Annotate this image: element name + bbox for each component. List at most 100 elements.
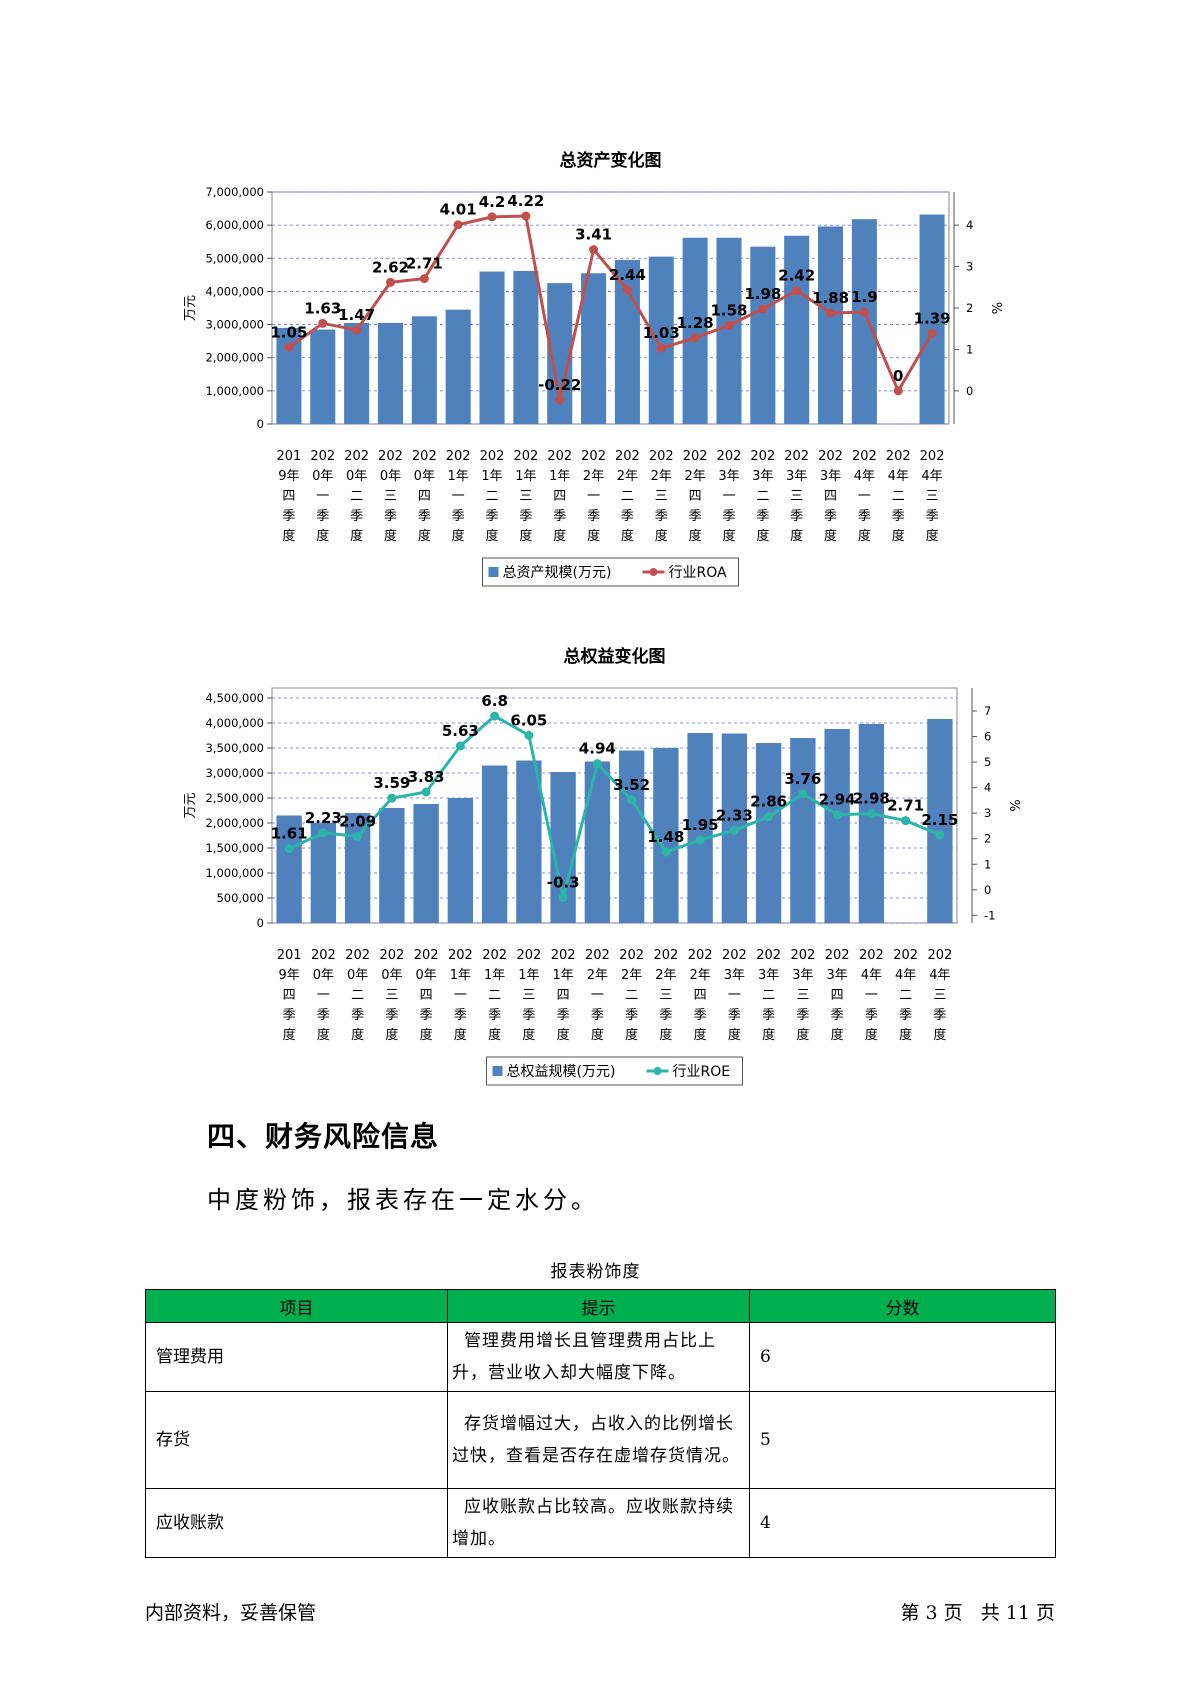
x-tick-label: 二: [351, 988, 364, 1003]
x-tick-label: 季: [824, 509, 837, 524]
x-tick-label: 三: [659, 988, 672, 1003]
x-tick-label: 三: [655, 489, 668, 504]
bar: [919, 214, 945, 424]
x-tick-label: 季: [418, 509, 431, 524]
table-caption: 报表粉饰度: [550, 1262, 641, 1282]
x-tick-label: 季: [283, 1008, 296, 1023]
bar: [618, 750, 645, 923]
x-tick-label: 一: [591, 988, 604, 1003]
series-point: [622, 285, 632, 295]
row-tip-text: 管理费用增长且管理费用占比上升，营业收入却大幅度下降。: [452, 1331, 716, 1383]
x-tick-label: 季: [858, 509, 871, 524]
bar: [716, 237, 742, 424]
x-tick-label: 201: [277, 449, 302, 464]
x-tick-label: 四: [557, 988, 570, 1003]
x-tick-label: 季: [655, 509, 668, 524]
x-tick-label: 季: [756, 509, 769, 524]
data-label: 2.71: [406, 255, 443, 273]
series-point: [927, 328, 937, 338]
row-item: 存货: [145, 1391, 448, 1489]
x-tick-label: 202: [653, 948, 678, 963]
series-point: [690, 333, 700, 343]
series-point: [832, 810, 842, 820]
bar: [653, 748, 679, 923]
x-tick-label: 202: [310, 449, 335, 464]
x-tick-label: 二: [621, 489, 634, 504]
y-tick-label: 5,000,000: [205, 251, 264, 265]
x-tick-label: 4年: [888, 469, 909, 484]
x-tick-label: 度: [659, 1027, 672, 1043]
x-tick-label: 202: [859, 948, 884, 963]
x-tick-label: 202: [893, 948, 918, 963]
series-point: [729, 825, 739, 835]
data-label: 2.23: [305, 809, 342, 827]
x-tick-label: 202: [852, 449, 877, 464]
bar: [818, 226, 844, 424]
column-header-score: 分数: [749, 1289, 1056, 1323]
y2-tick-label: 5: [984, 755, 991, 769]
x-tick-label: 1年: [518, 968, 539, 983]
bar: [479, 271, 505, 424]
x-tick-label: 二: [899, 988, 912, 1003]
y-tick-label: 0: [257, 417, 264, 431]
bar: [750, 246, 776, 424]
x-tick-label: 季: [762, 1008, 775, 1023]
x-tick-label: 季: [384, 509, 397, 524]
x-tick-label: 0年: [313, 968, 334, 983]
y-tick-label: 2,000,000: [205, 816, 264, 830]
x-tick-label: 度: [350, 528, 363, 544]
x-tick-label: 202: [927, 948, 952, 963]
y-tick-label: 2,500,000: [205, 791, 264, 805]
x-tick-label: 202: [379, 948, 404, 963]
series-point: [758, 304, 768, 314]
x-tick-label: 度: [454, 1027, 467, 1043]
y2-tick-label: -1: [984, 908, 995, 922]
data-label: 6.8: [481, 692, 508, 710]
x-tick-label: 202: [547, 449, 572, 464]
legend-box: [486, 1056, 743, 1086]
series-point: [901, 816, 911, 826]
x-tick-label: 度: [351, 1027, 364, 1043]
x-tick-label: 1年: [481, 469, 502, 484]
x-tick-label: 一: [865, 988, 878, 1003]
x-tick-label: 二: [486, 489, 499, 504]
x-tick-label: 季: [488, 1008, 501, 1023]
legend-swatch-point: [649, 568, 658, 576]
x-tick-label: 9年: [278, 469, 299, 484]
x-tick-label: 季: [621, 509, 634, 524]
x-tick-label: 1年: [484, 968, 505, 983]
y2-tick-label: 3: [984, 806, 991, 820]
x-tick-label: 4年: [895, 968, 916, 983]
x-tick-label: 202: [446, 449, 471, 464]
y-tick-label: 2,000,000: [205, 351, 264, 365]
series-point: [387, 793, 397, 803]
series-point: [353, 831, 363, 841]
x-tick-label: 202: [516, 948, 541, 963]
x-tick-label: 度: [557, 1027, 570, 1043]
x-tick-label: 度: [655, 528, 668, 544]
x-tick-label: 四: [283, 988, 296, 1003]
x-tick-label: 一: [728, 988, 741, 1003]
x-tick-label: 季: [933, 1008, 946, 1023]
legend-label-line: 行业ROA: [669, 565, 728, 581]
legend-swatch-bar: [488, 567, 499, 577]
x-tick-label: 度: [892, 528, 905, 544]
column-header-tip: 提示: [447, 1289, 750, 1323]
bar: [344, 322, 370, 424]
bar: [927, 719, 953, 923]
y-tick-label: 3,000,000: [205, 318, 264, 332]
x-tick-label: 1年: [552, 968, 573, 983]
series-point: [555, 395, 565, 405]
total-equity-chart: 总权益变化图 0 500,000 1,000,000 1,500,000 2,000,00…: [0, 640, 1191, 1100]
x-tick-label: 3年: [718, 469, 739, 484]
data-label: 3.41: [575, 226, 612, 244]
table-header-row: 项目 提示 分数: [145, 1289, 1056, 1323]
y-tick-label: 6,000,000: [205, 218, 264, 232]
data-label: 3.52: [613, 776, 650, 794]
series-point: [487, 212, 497, 222]
y2-tick-label: 3: [966, 260, 973, 274]
data-label: 1.05: [270, 323, 307, 341]
data-label: 1.95: [682, 816, 719, 834]
x-tick-label: 1年: [549, 469, 570, 484]
row-score: 5: [749, 1391, 1056, 1489]
